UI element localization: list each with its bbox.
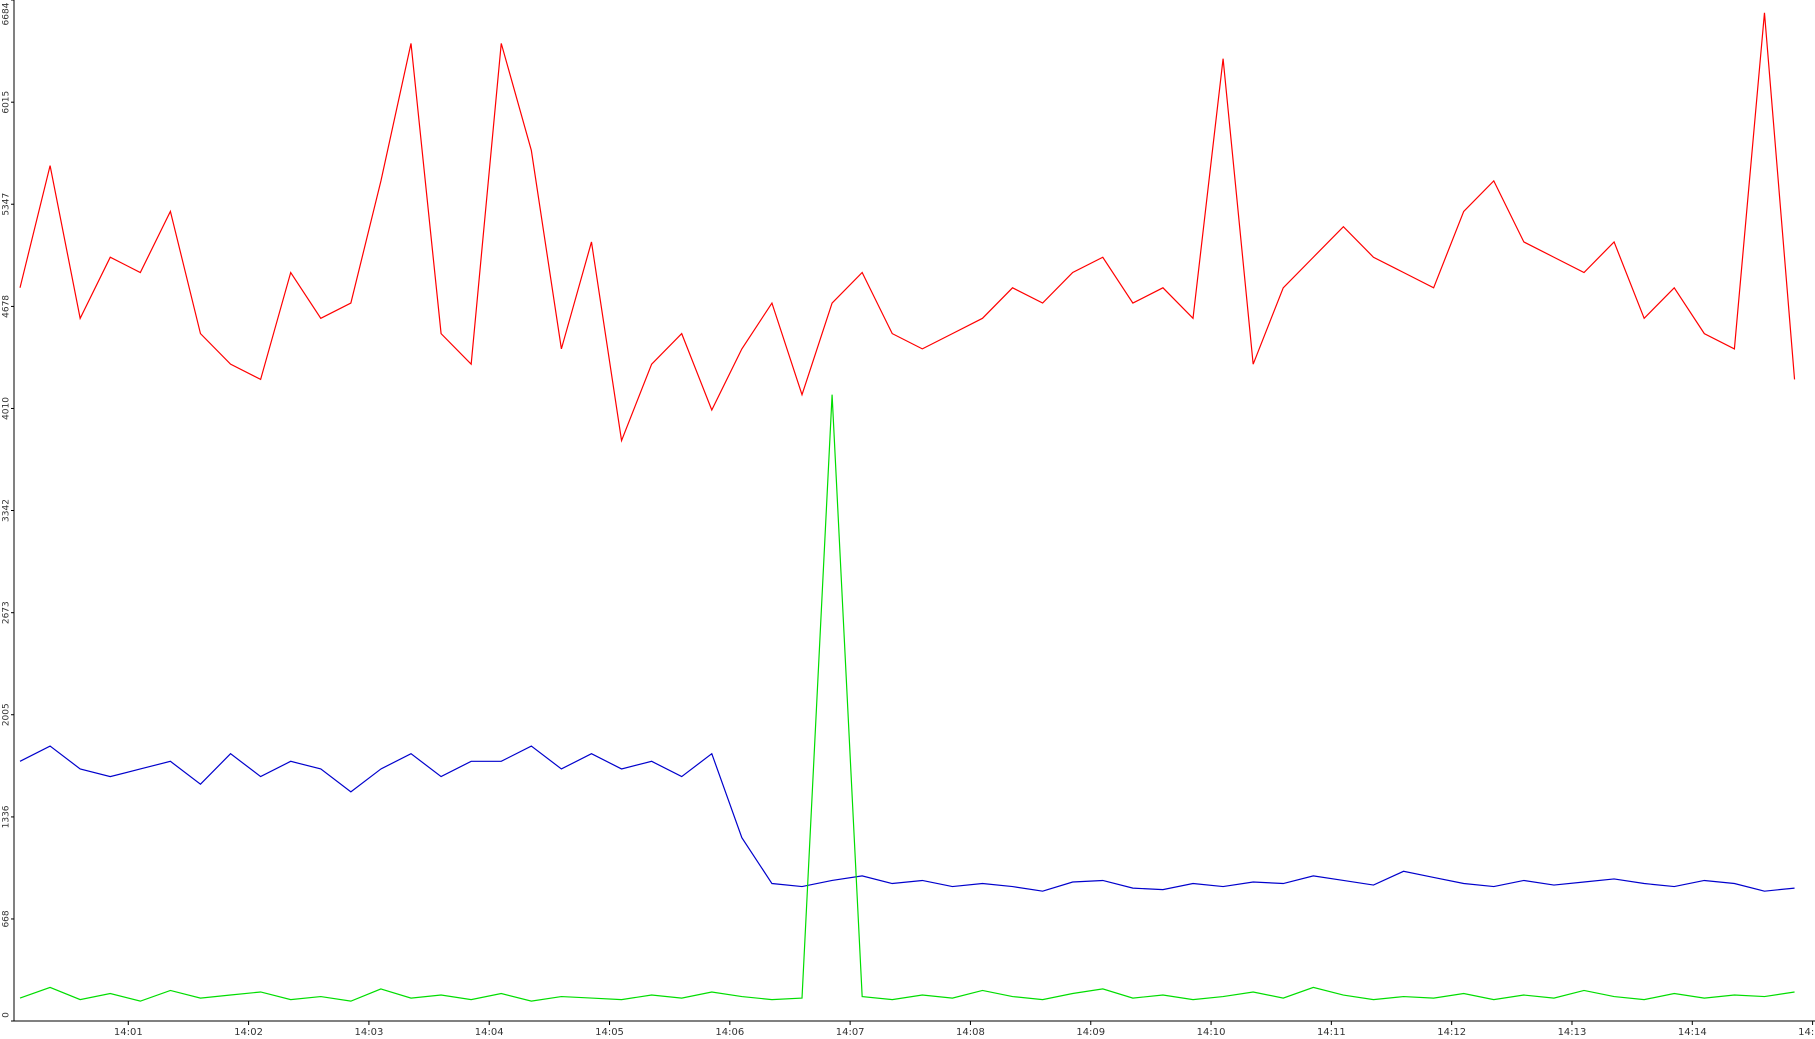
y-tick-label: 3342 <box>2 499 12 522</box>
y-tick-label: 2005 <box>2 703 12 726</box>
x-tick-label: 14:02 <box>234 1027 263 1038</box>
y-tick-label: 0 <box>2 1012 12 1018</box>
x-tick-label: 14:15 <box>1798 1027 1815 1038</box>
x-tick-label: 14:04 <box>475 1027 504 1038</box>
y-tick-label: 1336 <box>2 805 12 828</box>
x-tick-label: 14:05 <box>595 1027 624 1038</box>
x-tick-label: 14:08 <box>956 1027 985 1038</box>
y-tick-label: 5347 <box>2 193 12 216</box>
x-tick-label: 14:09 <box>1076 1027 1105 1038</box>
x-tick-label: 14:13 <box>1558 1027 1587 1038</box>
y-tick-label: 2673 <box>2 601 12 624</box>
x-tick-label: 14:01 <box>114 1027 143 1038</box>
y-tick-label: 4010 <box>2 397 12 420</box>
y-tick-label: 668 <box>2 910 12 927</box>
line-series <box>19 745 1795 892</box>
x-tick-label: 14:11 <box>1317 1027 1346 1038</box>
line-series <box>19 394 1795 1002</box>
x-tick-label: 14:06 <box>715 1027 744 1038</box>
y-tick-label: 4678 <box>2 295 12 318</box>
y-tick-label: 6684 <box>2 2 12 25</box>
x-tick-label: 14:07 <box>836 1027 865 1038</box>
x-tick-label: 14:14 <box>1678 1027 1707 1038</box>
y-tick-label: 6015 <box>2 91 12 114</box>
line-series <box>19 12 1796 443</box>
x-tick-label: 14:12 <box>1437 1027 1466 1038</box>
x-tick-label: 14:03 <box>354 1027 383 1038</box>
x-tick-label: 14:10 <box>1197 1027 1226 1038</box>
